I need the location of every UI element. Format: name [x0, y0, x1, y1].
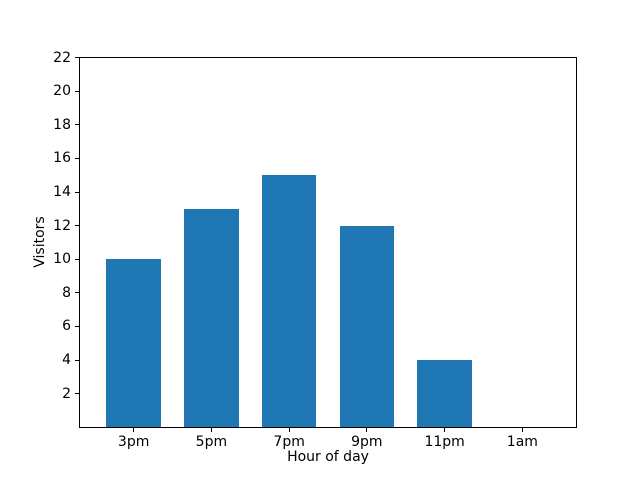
- y-tick-label-16: 16: [53, 150, 71, 167]
- y-tick-20: [75, 90, 79, 92]
- x-tick-label-3pm: 3pm: [117, 434, 150, 451]
- y-tick-label-10: 10: [53, 251, 71, 268]
- bar-9pm: [339, 225, 395, 428]
- y-tick-label-2: 2: [62, 385, 71, 402]
- y-tick-label-6: 6: [62, 318, 71, 335]
- y-tick-label-22: 22: [53, 49, 71, 66]
- y-tick-10: [75, 258, 79, 260]
- y-tick-18: [75, 124, 79, 126]
- y-tick-label-14: 14: [53, 184, 71, 200]
- plot-area: [79, 56, 577, 429]
- x-tick-label-5pm: 5pm: [195, 434, 228, 451]
- x-tick-label-11pm: 11pm: [424, 434, 465, 451]
- y-tick-16: [75, 157, 79, 159]
- y-tick-label-18: 18: [53, 116, 71, 133]
- x-tick-9pm: [366, 428, 368, 433]
- y-tick-14: [75, 191, 79, 193]
- x-tick-label-9pm: 9pm: [351, 434, 383, 451]
- x-tick-11pm: [444, 428, 446, 433]
- y-tick-8: [75, 292, 79, 294]
- x-tick-label-7pm: 7pm: [273, 434, 305, 451]
- y-tick-2: [75, 393, 79, 395]
- y-tick-6: [75, 325, 79, 327]
- x-axis-label: Hour of day: [287, 449, 369, 465]
- x-tick-label-1am: 1am: [506, 434, 538, 451]
- y-tick-4: [75, 359, 79, 361]
- bar-11pm: [417, 360, 472, 428]
- x-tick-3pm: [133, 428, 135, 433]
- y-tick-label-4: 4: [62, 352, 71, 368]
- y-tick-22: [75, 57, 79, 59]
- y-tick-12: [75, 225, 79, 227]
- y-tick-label-12: 12: [53, 217, 71, 234]
- x-tick-7pm: [288, 428, 290, 433]
- bar-7pm: [261, 175, 317, 428]
- bar-3pm: [106, 259, 161, 428]
- y-tick-label-8: 8: [62, 284, 71, 301]
- bar-5pm: [184, 208, 239, 428]
- x-tick-5pm: [210, 428, 212, 433]
- x-tick-1am: [521, 428, 523, 433]
- y-tick-label-20: 20: [53, 83, 71, 100]
